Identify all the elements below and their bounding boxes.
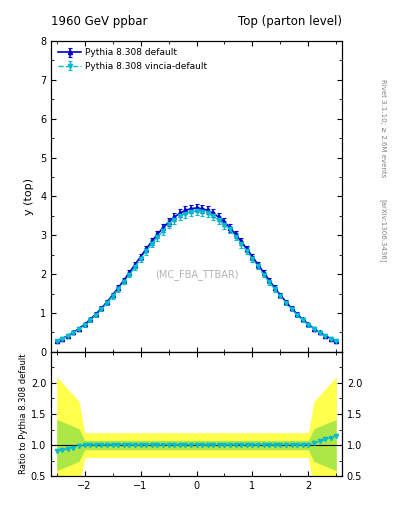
- Text: Rivet 3.1.10; ≥ 2.6M events: Rivet 3.1.10; ≥ 2.6M events: [380, 79, 386, 177]
- Legend: Pythia 8.308 default, Pythia 8.308 vincia-default: Pythia 8.308 default, Pythia 8.308 vinci…: [55, 46, 210, 73]
- Text: 1960 GeV ppbar: 1960 GeV ppbar: [51, 15, 148, 28]
- Text: (MC_FBA_TTBAR): (MC_FBA_TTBAR): [155, 269, 238, 280]
- Y-axis label: y (top): y (top): [24, 178, 35, 215]
- Text: [arXiv:1306.3436]: [arXiv:1306.3436]: [380, 199, 387, 262]
- Text: Top (parton level): Top (parton level): [238, 15, 342, 28]
- Y-axis label: Ratio to Pythia 8.308 default: Ratio to Pythia 8.308 default: [19, 354, 28, 474]
